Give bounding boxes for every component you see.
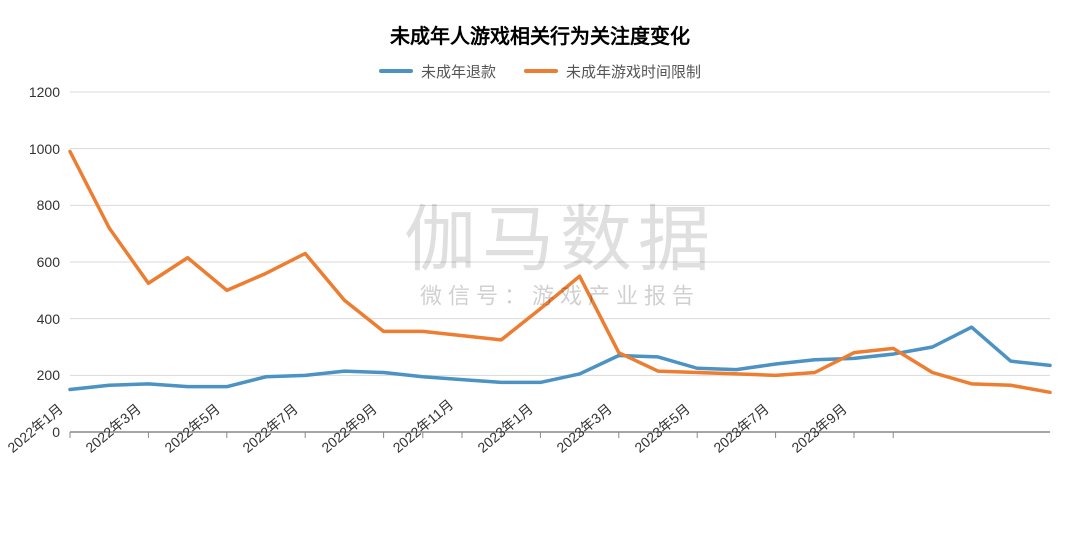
y-tick-label: 200 <box>37 367 70 383</box>
series-line <box>70 152 1050 393</box>
legend-item: 未成年退款 <box>379 61 496 82</box>
legend-label: 未成年游戏时间限制 <box>566 61 701 82</box>
y-tick-label: 400 <box>37 311 70 327</box>
chart-title: 未成年人游戏相关行为关注度变化 <box>0 20 1080 49</box>
y-tick-label: 1200 <box>29 84 70 100</box>
y-tick-label: 600 <box>37 254 70 270</box>
y-tick-label: 1000 <box>29 141 70 157</box>
plot-area: 伽马数据 微信号：游戏产业报告 020040060080010001200202… <box>70 92 1050 432</box>
legend: 未成年退款 未成年游戏时间限制 <box>0 60 1080 82</box>
legend-swatch <box>524 69 558 73</box>
legend-swatch <box>379 69 413 73</box>
series-line <box>70 327 1050 389</box>
y-tick-label: 0 <box>52 424 70 440</box>
y-tick-label: 800 <box>37 197 70 213</box>
legend-item: 未成年游戏时间限制 <box>524 61 701 82</box>
chart-container: 未成年人游戏相关行为关注度变化 未成年退款 未成年游戏时间限制 伽马数据 微信号：… <box>0 0 1080 553</box>
legend-label: 未成年退款 <box>421 61 496 82</box>
plot-svg <box>70 92 1050 432</box>
